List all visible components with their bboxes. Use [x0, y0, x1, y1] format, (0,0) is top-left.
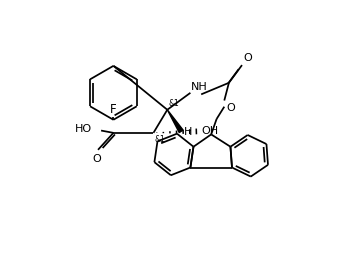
Text: O: O: [92, 155, 101, 164]
Text: &1: &1: [155, 135, 166, 144]
Text: NH: NH: [191, 82, 208, 92]
Text: OH: OH: [201, 126, 218, 136]
Polygon shape: [167, 110, 183, 133]
Text: O: O: [227, 103, 235, 113]
Text: F: F: [110, 103, 117, 116]
Text: H: H: [184, 127, 193, 137]
Text: HO: HO: [75, 124, 92, 134]
Text: O: O: [243, 53, 252, 63]
Text: &1: &1: [169, 99, 180, 108]
